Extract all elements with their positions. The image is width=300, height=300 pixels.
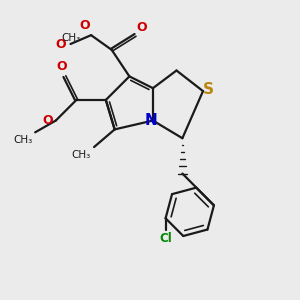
Text: S: S [203, 82, 214, 97]
Text: O: O [56, 38, 66, 50]
Text: Cl: Cl [159, 232, 172, 244]
Text: CH₃: CH₃ [72, 150, 91, 160]
Text: O: O [137, 21, 147, 34]
Text: O: O [42, 114, 53, 127]
Text: CH₃: CH₃ [61, 32, 80, 43]
Text: N: N [145, 113, 158, 128]
Text: O: O [56, 60, 67, 74]
Text: O: O [79, 19, 90, 32]
Text: CH₃: CH₃ [13, 135, 32, 145]
